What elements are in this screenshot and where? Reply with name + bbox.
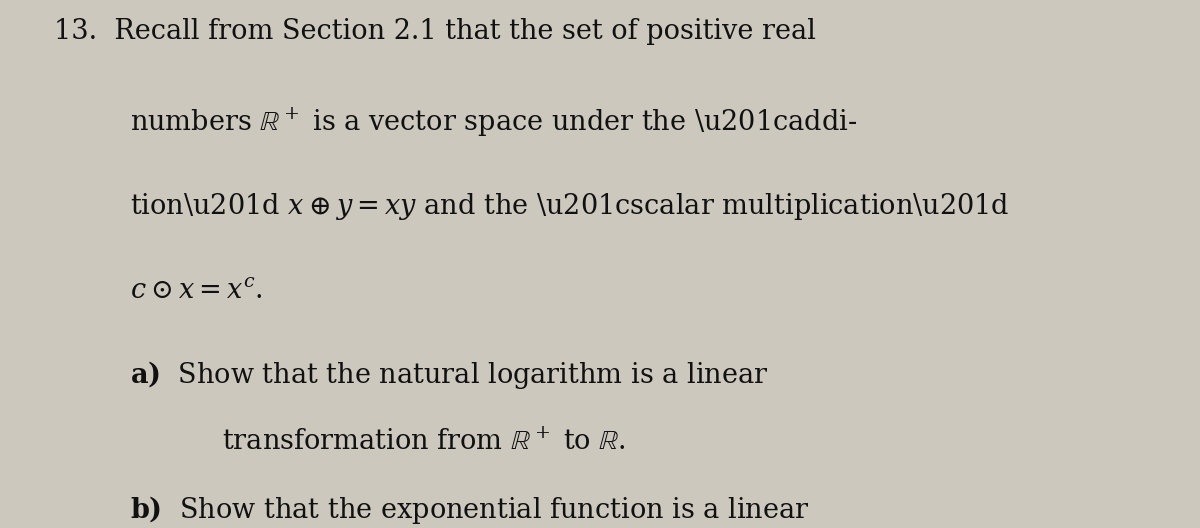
Text: $\mathbf{b)}$  Show that the exponential function is a linear: $\mathbf{b)}$ Show that the exponential … xyxy=(130,494,809,526)
Text: transformation from $\mathbb{R}^+$ to $\mathbb{R}$.: transformation from $\mathbb{R}^+$ to $\… xyxy=(222,429,625,456)
Text: tion\u201d $x \oplus y = xy$ and the \u201cscalar multiplication\u201d: tion\u201d $x \oplus y = xy$ and the \u2… xyxy=(130,191,1009,222)
Text: $c \odot x = x^c.$: $c \odot x = x^c.$ xyxy=(130,277,262,304)
Text: $\mathbf{a)}$  Show that the natural logarithm is a linear: $\mathbf{a)}$ Show that the natural loga… xyxy=(130,359,768,391)
Text: 13.  Recall from Section 2.1 that the set of positive real: 13. Recall from Section 2.1 that the set… xyxy=(54,18,816,45)
Text: numbers $\mathbb{R}^+$ is a vector space under the \u201caddi-: numbers $\mathbb{R}^+$ is a vector space… xyxy=(130,106,857,139)
